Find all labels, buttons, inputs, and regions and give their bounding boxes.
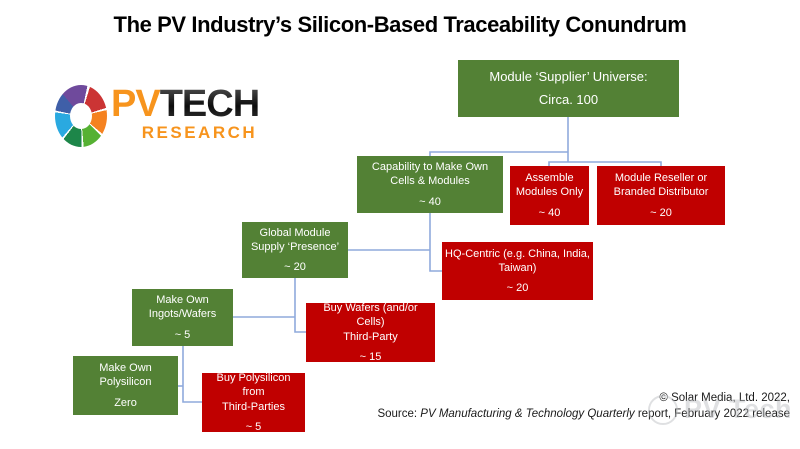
pvtech-logo-text: PVTECH RESEARCH bbox=[111, 83, 260, 142]
box-global-module-supply-presence: Global Module Supply ‘Presence’ ~ 20 bbox=[242, 222, 348, 278]
pvtech-research-logo: PVTECH RESEARCH bbox=[55, 83, 260, 147]
box-label: HQ-Centric (e.g. China, India, Taiwan) bbox=[445, 247, 590, 274]
box-label: Make Own Ingots/Wafers bbox=[148, 294, 217, 321]
box-value: ~ 5 bbox=[245, 420, 262, 433]
page-title: The PV Industry’s Silicon-Based Traceabi… bbox=[113, 12, 687, 37]
box-buy-wafers-third-party: Buy Wafers (and/or Cells) Third-Party ~ … bbox=[306, 301, 435, 363]
box-make-own-ingots-wafers: Make Own Ingots/Wafers ~ 5 bbox=[132, 289, 233, 346]
box-label: Buy Polysilicon from Third-Parties bbox=[216, 371, 291, 413]
box-value: ~ 40 bbox=[538, 206, 561, 219]
box-make-own-polysilicon: Make Own Polysilicon Zero bbox=[73, 356, 178, 415]
connector-global-to-buy-wafers bbox=[294, 278, 306, 333]
box-value: ~ 20 bbox=[506, 282, 529, 295]
connector-universe-to-assemble-reseller bbox=[548, 161, 662, 166]
box-label: Module Reseller or Branded Distributor bbox=[613, 172, 709, 199]
box-label: Assemble Modules Only bbox=[515, 172, 584, 199]
footer: © Solar Media, Ltd. 2022, Source: PV Man… bbox=[377, 391, 790, 422]
box-hq-centric: HQ-Centric (e.g. China, India, Taiwan) ~… bbox=[442, 242, 593, 300]
box-module-supplier-universe: Module ‘Supplier’ Universe: Circa. 100 bbox=[458, 60, 679, 117]
pvtech-ring-icon bbox=[55, 85, 107, 147]
box-value: ~ 40 bbox=[419, 195, 441, 208]
logo-research-text: RESEARCH bbox=[141, 123, 258, 142]
logo-pv-text: PV bbox=[111, 83, 161, 125]
box-label: Make Own Polysilicon bbox=[99, 362, 152, 389]
box-capability-make-own-cells-modules: Capability to Make Own Cells & Modules ~… bbox=[357, 156, 503, 213]
box-value: Zero bbox=[114, 396, 137, 409]
box-label: Module ‘Supplier’ Universe: bbox=[489, 68, 648, 84]
box-value: Circa. 100 bbox=[538, 91, 599, 107]
box-module-reseller-branded-distributor: Module Reseller or Branded Distributor ~… bbox=[597, 166, 725, 225]
box-value: ~ 15 bbox=[359, 350, 382, 363]
connector-ingots-to-buy-polysilicon bbox=[182, 346, 202, 403]
logo-tech-text: TECH bbox=[159, 83, 260, 125]
box-value: ~ 20 bbox=[650, 206, 672, 219]
box-value: ~ 20 bbox=[284, 261, 306, 274]
box-label: Capability to Make Own Cells & Modules bbox=[371, 161, 489, 188]
box-label: Global Module Supply ‘Presence’ bbox=[250, 226, 340, 253]
box-value: ~ 5 bbox=[174, 328, 191, 341]
copyright-text: © Solar Media, Ltd. 2022, bbox=[659, 392, 790, 404]
source-text: Source: PV Manufacturing & Technology Qu… bbox=[377, 407, 790, 420]
box-buy-polysilicon-third-parties: Buy Polysilicon from Third-Parties ~ 5 bbox=[202, 371, 305, 433]
connector-capability-to-hq-centric bbox=[429, 213, 442, 272]
connector-universe-to-capability bbox=[429, 151, 568, 156]
box-assemble-modules-only: Assemble Modules Only ~ 40 bbox=[510, 166, 589, 225]
box-label: Buy Wafers (and/or Cells) Third-Party bbox=[323, 301, 418, 343]
